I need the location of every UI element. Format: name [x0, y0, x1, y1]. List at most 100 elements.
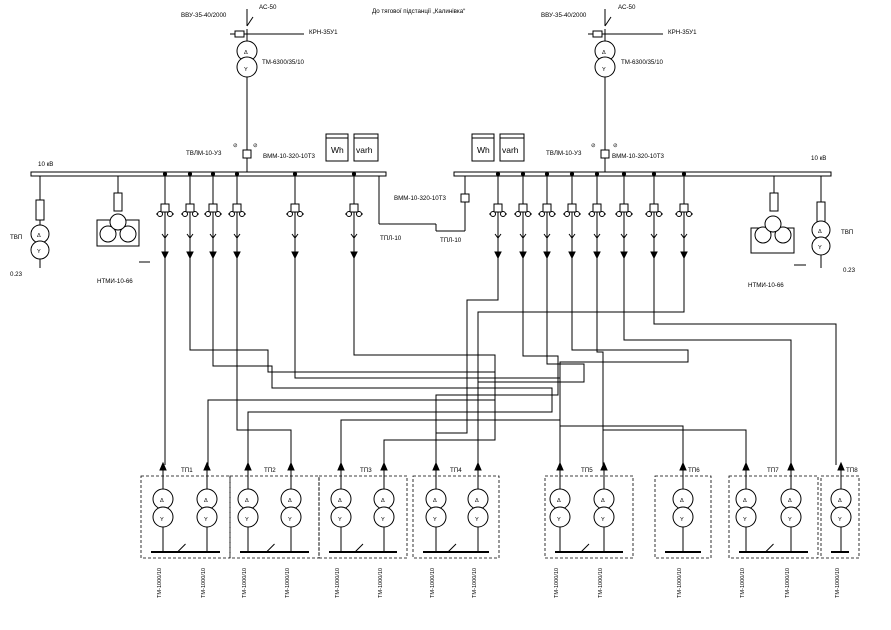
sectional-right-ct: ТПЛ-10: [440, 237, 462, 244]
sectional-left-ct: ТПЛ-10: [380, 235, 402, 242]
feeder-bay: [538, 171, 556, 260]
left-bus-voltage: 10 кВ: [38, 161, 53, 168]
transformer-label: ТМ-1000/10: [378, 568, 384, 598]
svg-text:Y: Y: [743, 517, 747, 523]
cable-end-icon: [337, 461, 345, 471]
transformer-label: ТМ-1000/10: [472, 568, 478, 598]
substation-8: ТП8 Δ Y ТМ-1000/10: [820, 461, 860, 598]
svg-text:Δ: Δ: [602, 50, 606, 56]
svg-text:Δ: Δ: [37, 233, 41, 239]
transformer-label: ТМ-1000/10: [201, 568, 207, 598]
lv-sectional-switch: [266, 543, 275, 553]
svg-text:Y: Y: [37, 249, 41, 255]
left-voltage-transformer: НТМИ-10-66: [96, 176, 150, 285]
sectional-breaker: ВММ-10-320-10Т3 ТПЛ-10 ТПЛ-10: [378, 176, 470, 244]
cable-route: [596, 258, 604, 465]
feeder-breaker-icon: [518, 203, 528, 213]
cable-end-icon: [161, 251, 169, 260]
svg-text:Y: Y: [433, 517, 437, 523]
svg-text:Δ: Δ: [818, 229, 822, 235]
right-ct-label: ТВЛМ-10-У3: [546, 150, 582, 157]
feeder-bay: [181, 171, 199, 260]
cable-end-icon: [519, 251, 527, 260]
feeder-breaker-icon: [493, 203, 503, 213]
svg-text:Y: Y: [818, 245, 822, 251]
cable-end-icon: [494, 251, 502, 260]
svg-text:Δ: Δ: [381, 498, 385, 504]
substation-3: ТП3 Δ Y ТМ-1000/10 Δ Y ТМ-1000/10: [318, 461, 408, 598]
cable-route: [560, 425, 684, 465]
transformer-label: ТМ-1000/10: [554, 568, 560, 598]
svg-text:Y: Y: [602, 67, 606, 73]
substation-name: ТП2: [264, 467, 276, 474]
cable-route: [623, 258, 792, 465]
feeder-bay: [675, 171, 693, 260]
svg-text:Y: Y: [288, 517, 292, 523]
substation-2: ТП2 Δ Y ТМ-1000/10 Δ Y ТМ-1000/10: [229, 461, 320, 598]
transformer-label: ТМ-1000/10: [598, 568, 604, 598]
feeder-bay: [489, 171, 507, 260]
svg-text:Δ: Δ: [680, 498, 684, 504]
cable-end-icon: [291, 251, 299, 260]
diagram-title: До тягової підстанції „Калинівка“: [372, 8, 465, 15]
feeder-breaker-icon: [567, 203, 577, 213]
left-bus: [30, 171, 387, 177]
lv-sectional-switch: [354, 543, 364, 553]
cable-route: [212, 258, 553, 465]
lv-sectional-switch: [580, 543, 590, 553]
left-meter-varh: varh: [356, 145, 373, 155]
lv-sectional-switch: [447, 543, 457, 553]
substation-name: ТП4: [450, 467, 462, 474]
left-vt-label: НТМИ-10-66: [97, 278, 133, 285]
right-bus-voltage: 10 кВ: [811, 155, 826, 162]
svg-text:Δ: Δ: [338, 498, 342, 504]
feeder-bay: [563, 171, 581, 260]
feeder-bay: [345, 171, 363, 260]
right-vt-label: НТМИ-10-66: [748, 282, 784, 289]
left-line-label: АС-50: [259, 4, 277, 11]
cable-end-icon: [556, 461, 564, 471]
feeder-bay: [228, 171, 246, 260]
cable-end-icon: [600, 461, 608, 471]
cable-route: [603, 429, 747, 465]
cable-end-icon: [742, 461, 750, 471]
cable-end-icon: [209, 251, 217, 260]
right-breaker-label: ВВУ-35-40/2000: [541, 12, 587, 19]
svg-text:Δ: Δ: [601, 498, 605, 504]
right-meter-varh: varh: [502, 145, 519, 155]
substation-name: ТП8: [846, 467, 858, 474]
feeder-bay: [156, 171, 174, 260]
transformer-label: ТМ-1000/10: [242, 568, 248, 598]
cable-end-icon: [593, 251, 601, 260]
left-cabinet-label: КРН-35У1: [309, 29, 338, 36]
feeder-bay: [204, 171, 222, 260]
transformer-label: ТМ-1000/10: [285, 568, 291, 598]
svg-text:Δ: Δ: [788, 498, 792, 504]
svg-text:Δ: Δ: [244, 50, 248, 56]
feeder-breaker-icon: [160, 203, 170, 213]
svg-text:Δ: Δ: [743, 498, 747, 504]
right-incomer-breaker-icon: [600, 149, 610, 159]
svg-text:Δ: Δ: [475, 498, 479, 504]
cable-end-icon: [287, 461, 295, 471]
cable-end-icon: [787, 461, 795, 471]
cable-route: [435, 258, 559, 466]
cable-end-icon: [203, 461, 211, 471]
right-aux-voltage: 0.23: [843, 267, 856, 274]
svg-text:Y: Y: [475, 517, 479, 523]
cable-route: [435, 258, 499, 465]
cable-end-icon: [186, 251, 194, 260]
cable-end-icon: [244, 461, 252, 471]
svg-text:⊘: ⊘: [253, 143, 258, 149]
substation-7: ТП7 Δ Y ТМ-1000/10 Δ Y ТМ-1000/10: [728, 461, 819, 598]
left-aux-voltage: 0.23: [10, 271, 23, 278]
left-transformer-label: ТМ-6300/35/10: [262, 59, 305, 66]
left-incomer-label: ВММ-10-320-10Т3: [263, 153, 315, 160]
svg-text:Δ: Δ: [557, 498, 561, 504]
feeder-breaker-icon: [619, 203, 629, 213]
feeder-breaker-icon: [649, 203, 659, 213]
svg-text:Δ: Δ: [838, 498, 842, 504]
svg-text:Y: Y: [838, 517, 842, 523]
cable-end-icon: [650, 251, 658, 260]
